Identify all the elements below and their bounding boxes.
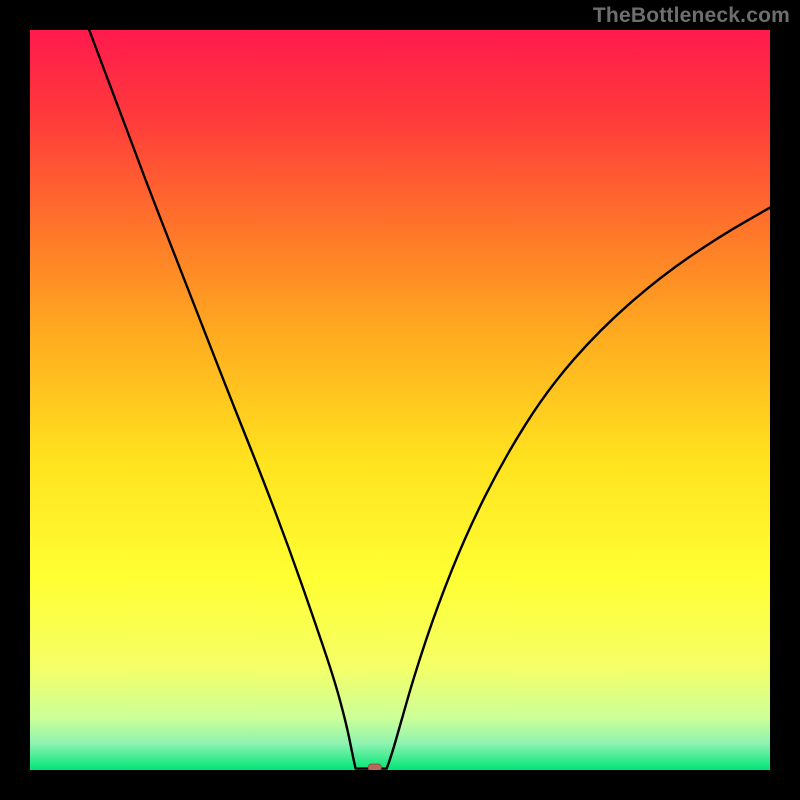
chart-frame: TheBottleneck.com bbox=[0, 0, 800, 800]
valley-marker bbox=[368, 764, 381, 770]
gradient-background bbox=[30, 30, 770, 770]
plot-svg bbox=[30, 30, 770, 770]
plot-area bbox=[30, 30, 770, 770]
watermark-text: TheBottleneck.com bbox=[593, 4, 790, 28]
